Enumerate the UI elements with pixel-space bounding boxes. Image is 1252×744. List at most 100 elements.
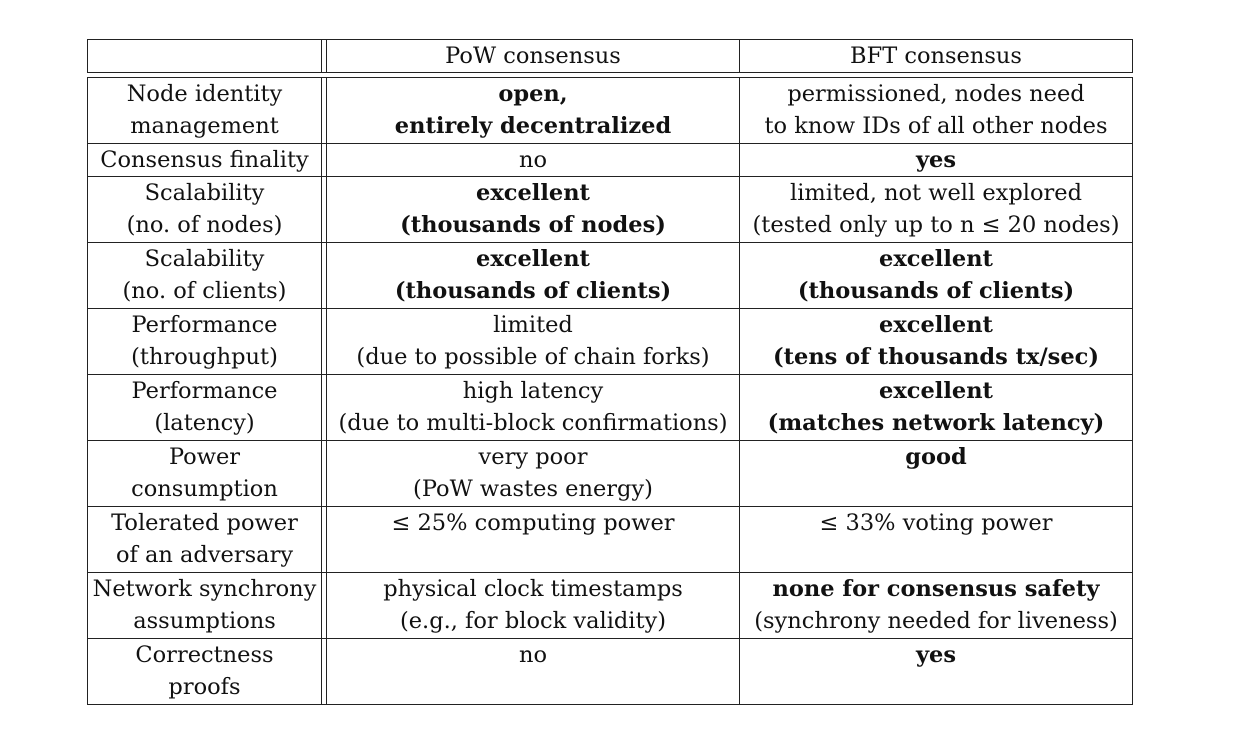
bft-cell-line: (tested only up to n ≤ 20 nodes) [752, 212, 1120, 238]
pow-cell-line: excellent [476, 246, 590, 272]
pow-cell-line: open, [498, 81, 568, 107]
pow-cell: no [327, 144, 740, 176]
bft-cell-line: none for consensus safety [772, 576, 1100, 602]
row-label-line: Scalability [144, 246, 265, 272]
double-rule [321, 177, 327, 242]
bft-cell: good [740, 441, 1132, 506]
pow-cell-line: very poor [478, 444, 588, 470]
double-rule [321, 78, 327, 143]
bft-cell-line: excellent [879, 312, 993, 338]
pow-cell-line: high latency [462, 378, 604, 404]
table-row: Node identity management open, entirely dec… [87, 77, 1133, 144]
row-label: Scalability (no. of nodes) [88, 177, 321, 242]
row-label-line: (no. of nodes) [126, 212, 283, 238]
pow-cell: no [327, 639, 740, 704]
pow-cell-line: entirely decentralized [394, 113, 672, 139]
pow-cell: ≤ 25% computing power [327, 507, 740, 572]
table-row: Scalability (no. of nodes) excellent (thous… [87, 177, 1133, 243]
row-label-line: Correctness [135, 642, 274, 668]
row-label-line: (latency) [154, 410, 255, 436]
pow-cell: very poor (PoW wastes energy) [327, 441, 740, 506]
row-label-line: of an adversary [115, 542, 294, 568]
comparison-table: PoW consensus BFT consensus Node identit… [87, 39, 1133, 705]
row-label-line: (no. of clients) [122, 278, 287, 304]
pow-cell-line: (PoW wastes energy) [413, 476, 653, 502]
double-rule [321, 639, 327, 704]
bft-cell-line: permissioned, nodes need [787, 81, 1085, 107]
pow-cell-line: ≤ 25% computing power [391, 510, 675, 536]
double-rule [321, 573, 327, 638]
pow-cell-line: (due to possible of chain forks) [356, 344, 710, 370]
pow-cell-line: limited [493, 312, 573, 338]
pow-cell: excellent (thousands of clients) [327, 243, 740, 308]
double-rule [321, 507, 327, 572]
double-rule [321, 40, 327, 72]
table-row: Correctness proofs no yes [87, 639, 1133, 705]
pow-cell: physical clock timestamps (e.g., for bloc… [327, 573, 740, 638]
table-row: Consensus finality no yes [87, 144, 1133, 177]
bft-cell: yes [740, 639, 1132, 704]
header-empty-cell [88, 40, 321, 72]
row-label: Correctness proofs [88, 639, 321, 704]
bft-cell-line: (matches network latency) [767, 410, 1105, 436]
bft-cell-line: (tens of thousands tx/sec) [772, 344, 1100, 370]
row-label: Consensus finality [88, 144, 321, 176]
double-rule [321, 243, 327, 308]
pow-cell-line: (thousands of clients) [394, 278, 672, 304]
row-label-line: (throughput) [131, 344, 278, 370]
row-label-line: Consensus finality [100, 147, 309, 173]
bft-cell-line: excellent [879, 246, 993, 272]
row-label: Scalability (no. of clients) [88, 243, 321, 308]
row-label-line: Tolerated power [111, 510, 298, 536]
row-label-line: Scalability [144, 180, 265, 206]
row-label: Performance (throughput) [88, 309, 321, 374]
bft-cell: excellent (thousands of clients) [740, 243, 1132, 308]
row-label: Node identity management [88, 78, 321, 143]
bft-cell-line: (synchrony needed for liveness) [754, 608, 1118, 634]
pow-cell: limited (due to possible of chain forks) [327, 309, 740, 374]
row-label-line: assumptions [133, 608, 276, 634]
row-label-line: Power [168, 444, 241, 470]
row-label-line: proofs [168, 674, 241, 700]
pow-cell-line: (e.g., for block validity) [399, 608, 667, 634]
table-row: Scalability (no. of clients) excellent (tho… [87, 243, 1133, 309]
bft-cell: ≤ 33% voting power [740, 507, 1132, 572]
pow-cell-line: no [518, 642, 548, 668]
double-rule [321, 375, 327, 440]
row-label-line: management [130, 113, 279, 139]
table-header-row: PoW consensus BFT consensus [87, 39, 1133, 73]
table-row: Performance (throughput) limited (due to po… [87, 309, 1133, 375]
header-bft: BFT consensus [850, 43, 1022, 69]
pow-cell: high latency (due to multi-block confirma… [327, 375, 740, 440]
row-label: Tolerated power of an adversary [88, 507, 321, 572]
double-rule [321, 144, 327, 176]
bft-cell-line: good [905, 444, 967, 470]
pow-cell-line: excellent [476, 180, 590, 206]
bft-cell-line: limited, not well explored [790, 180, 1082, 206]
table-row: Tolerated power of an adversary ≤ 25% comp… [87, 507, 1133, 573]
bft-cell-line: (thousands of clients) [797, 278, 1075, 304]
bft-cell: limited, not well explored (tested only u… [740, 177, 1132, 242]
pow-cell: open, entirely decentralized [327, 78, 740, 143]
table-body: Node identity management open, entirely dec… [87, 77, 1133, 705]
row-label: Power consumption [88, 441, 321, 506]
bft-cell-line: ≤ 33% voting power [819, 510, 1053, 536]
bft-cell-line: to know IDs of all other nodes [764, 113, 1108, 139]
row-label: Network synchrony assumptions [88, 573, 321, 638]
row-label-line: Node identity [126, 81, 283, 107]
table-row: Network synchrony assumptions physical clo… [87, 573, 1133, 639]
double-rule [321, 441, 327, 506]
row-label: Performance (latency) [88, 375, 321, 440]
row-label-line: consumption [131, 476, 278, 502]
header-pow: PoW consensus [327, 40, 740, 72]
bft-cell: yes [740, 144, 1132, 176]
row-label-line: Performance [131, 378, 278, 404]
bft-cell-line: excellent [879, 378, 993, 404]
row-label-line: Performance [131, 312, 278, 338]
table-row: Power consumption very poor (PoW wastes ene… [87, 441, 1133, 507]
bft-cell: none for consensus safety (synchrony need… [740, 573, 1132, 638]
bft-cell: permissioned, nodes need to know IDs of a… [740, 78, 1132, 143]
pow-cell: excellent (thousands of nodes) [327, 177, 740, 242]
pow-cell-line: no [518, 147, 548, 173]
pow-cell-line: physical clock timestamps [383, 576, 683, 602]
